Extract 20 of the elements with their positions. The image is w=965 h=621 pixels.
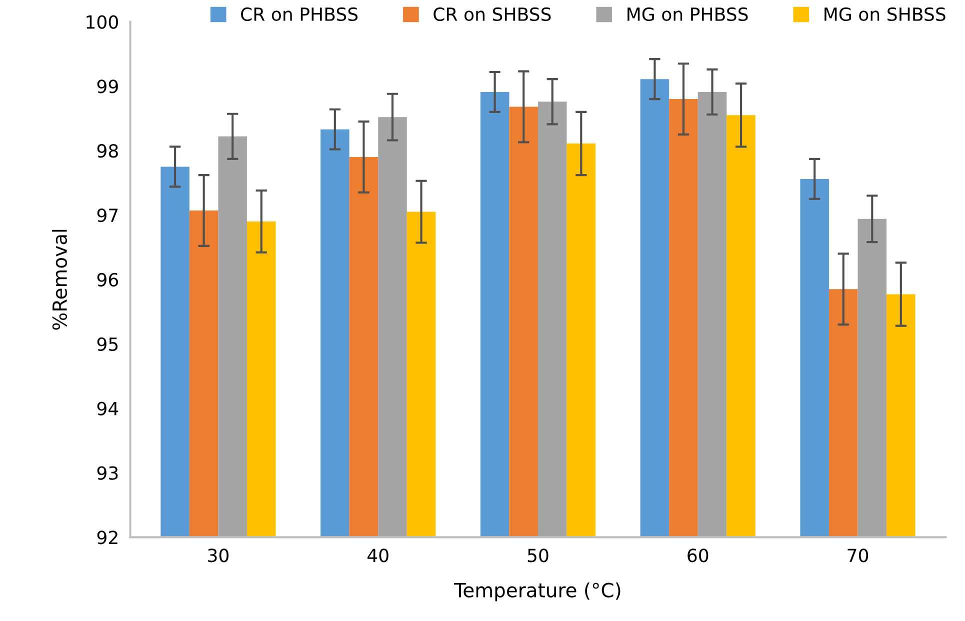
y-tick-label: 96 [97,272,118,287]
y-axis-title: %Removal [52,230,68,330]
legend-label: CR on PHBSS [241,7,358,22]
y-tick-label: 97 [97,208,118,222]
x-tick-label: 50 [528,548,548,562]
y-tick-label: 98 [97,144,118,158]
x-tick-label: 70 [848,548,868,562]
x-tick-label: 40 [367,548,388,562]
y-tick-label: 99 [97,80,118,94]
x-axis-title: Temperature (°C) [454,582,620,602]
y-tick-label: 94 [97,402,118,416]
y-tick-label: 93 [97,466,118,480]
legend-label: MG on PHBSS [628,7,748,22]
legend-label: CR on SHBSS [434,7,551,22]
y-tick-label: 100 [86,15,118,29]
x-tick-label: 30 [208,548,228,562]
x-tick-label: 60 [688,548,708,562]
y-tick-label: 95 [97,337,118,351]
y-tick-label: 92 [97,530,118,544]
legend-label: MG on SHBSS [824,7,946,22]
